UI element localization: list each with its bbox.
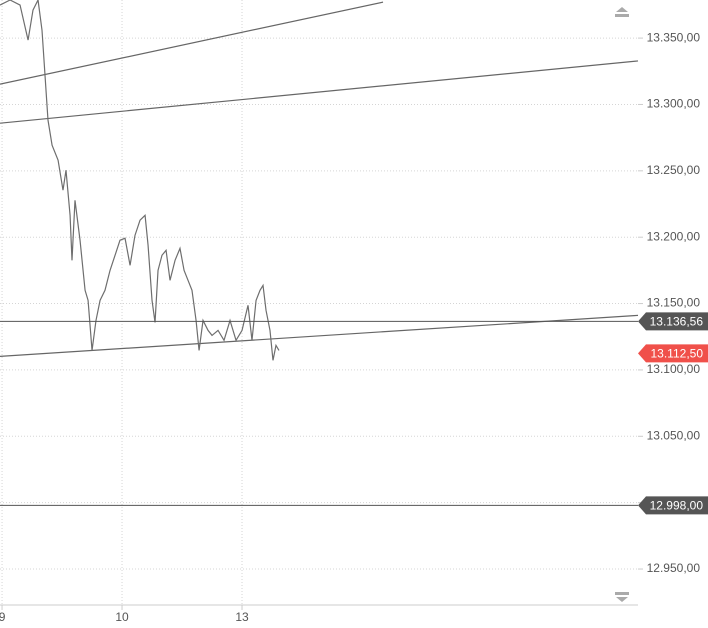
trend-line bbox=[0, 60, 639, 124]
y-tick-label: 13.050,00 bbox=[647, 428, 701, 442]
y-tick-label: 12.950,00 bbox=[647, 561, 701, 575]
trend-line bbox=[0, 1, 384, 85]
trend-line bbox=[0, 314, 639, 357]
y-tick-label: 13.300,00 bbox=[647, 97, 701, 111]
level-badge bbox=[638, 312, 708, 331]
y-tick-label: 13.150,00 bbox=[647, 296, 701, 310]
y-tick-label: 13.250,00 bbox=[647, 163, 701, 177]
level-label: 12.998,00 bbox=[650, 498, 704, 512]
x-tick-label: 13 bbox=[235, 610, 249, 624]
y-tick-label: 13.350,00 bbox=[647, 30, 701, 44]
y-tick-label: 13.200,00 bbox=[647, 229, 701, 243]
level-label: 13.112,50 bbox=[651, 347, 704, 361]
scroll-up[interactable] bbox=[615, 7, 629, 17]
price-line bbox=[0, 0, 280, 361]
scroll-down[interactable] bbox=[615, 592, 629, 602]
level-badge bbox=[638, 496, 708, 515]
x-tick-label: 10 bbox=[115, 610, 129, 624]
level-label: 13.136,56 bbox=[650, 315, 704, 329]
y-tick-label: 13.100,00 bbox=[647, 362, 701, 376]
level-badge bbox=[638, 344, 708, 363]
x-tick-label: 9 bbox=[0, 610, 6, 624]
